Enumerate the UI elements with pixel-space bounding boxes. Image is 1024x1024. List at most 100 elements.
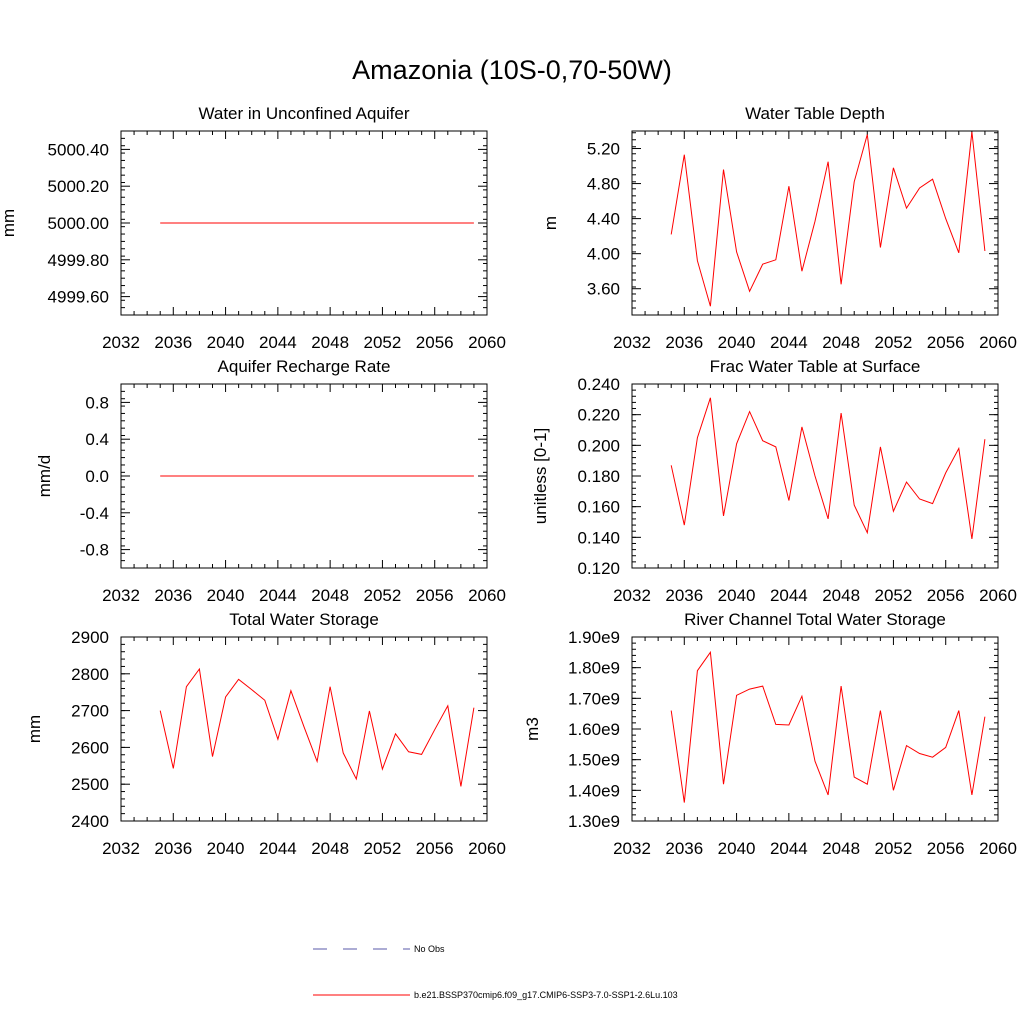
y-axis-label: mm (0, 209, 18, 237)
x-tick-label: 2052 (875, 333, 913, 352)
x-tick-label: 2060 (468, 839, 506, 858)
y-tick-label: 0.8 (85, 393, 109, 412)
x-tick-label: 2060 (979, 333, 1017, 352)
legend-label-no-obs: No Obs (414, 944, 445, 954)
y-tick-label: 4.80 (587, 175, 620, 194)
y-tick-label: -0.8 (80, 541, 109, 560)
y-axis-label: unitless [0-1] (531, 428, 550, 524)
y-tick-label: 1.50e9 (568, 751, 620, 770)
x-tick-label: 2048 (822, 839, 860, 858)
y-tick-label: 3.60 (587, 280, 620, 299)
x-tick-label: 2052 (364, 586, 402, 605)
y-tick-label: 4.00 (587, 245, 620, 264)
y-tick-label: 1.90e9 (568, 628, 620, 647)
y-tick-label: -0.4 (80, 504, 109, 523)
x-tick-label: 2036 (154, 333, 192, 352)
y-tick-label: 4999.80 (48, 251, 109, 270)
x-tick-label: 2060 (979, 839, 1017, 858)
chart-panel-3: Aquifer Recharge Rate mm/d 2032 2036 2040 204… (35, 357, 506, 605)
x-tick-label: 2036 (665, 839, 703, 858)
plot-frame (120, 636, 488, 822)
x-tick-label: 2040 (718, 586, 756, 605)
x-tick-label: 2052 (364, 333, 402, 352)
y-tick-label: 5.20 (587, 140, 620, 159)
y-tick-label: 4.40 (587, 210, 620, 229)
x-tick-label: 2040 (207, 586, 245, 605)
x-tick-label: 2052 (875, 586, 913, 605)
chart-panel-4: Frac Water Table at Surface unitless [0-1… (531, 357, 1017, 605)
y-tick-label: 2500 (71, 775, 109, 794)
x-tick-label: 2048 (311, 839, 349, 858)
x-tick-label: 2052 (875, 839, 913, 858)
legend: No Obs b.e21.BSSP370cmip6.f09_g17.CMIP6-S… (313, 944, 678, 1000)
x-tick-label: 2060 (468, 333, 506, 352)
x-tick-label: 2032 (102, 333, 140, 352)
y-tick-label: 2400 (71, 812, 109, 831)
panel-title: Water Table Depth (745, 104, 885, 123)
x-tick-label: 2044 (770, 586, 808, 605)
x-tick-label: 2048 (822, 333, 860, 352)
y-axis-label: mm (25, 715, 44, 743)
y-tick-label: 0.240 (577, 375, 620, 394)
x-tick-label: 2052 (364, 839, 402, 858)
x-tick-label: 2036 (665, 586, 703, 605)
x-tick-label: 2056 (416, 586, 454, 605)
panel-title: Water in Unconfined Aquifer (198, 104, 409, 123)
chart-panel-2: Water Table Depth m 2032 2036 2040 2044 2048 20… (541, 104, 1017, 352)
series-line (670, 131, 986, 307)
x-tick-label: 2044 (259, 333, 297, 352)
x-tick-label: 2036 (154, 586, 192, 605)
panel-title: River Channel Total Water Storage (684, 610, 946, 629)
x-tick-label: 2060 (979, 586, 1017, 605)
x-tick-label: 2040 (207, 333, 245, 352)
y-tick-label: 5000.40 (48, 140, 109, 159)
x-tick-label: 2060 (468, 586, 506, 605)
y-axis-label: m3 (523, 717, 542, 741)
x-tick-label: 2056 (927, 839, 965, 858)
y-tick-label: 2700 (71, 702, 109, 721)
y-tick-label: 0.0 (85, 467, 109, 486)
x-tick-label: 2044 (259, 586, 297, 605)
y-tick-label: 2900 (71, 628, 109, 647)
x-tick-label: 2056 (927, 586, 965, 605)
chart-panel-6: River Channel Total Water Storage m3 2032 2… (523, 610, 1017, 858)
legend-label-model: b.e21.BSSP370cmip6.f09_g17.CMIP6-SSP3-7.… (414, 990, 678, 1000)
y-tick-label: 0.220 (577, 406, 620, 425)
chart-panel-1: Water in Unconfined Aquifer mm 2032 2036 204… (0, 104, 506, 352)
y-axis-label: m (541, 216, 560, 230)
y-tick-label: 0.120 (577, 559, 620, 578)
y-tick-label: 1.80e9 (568, 659, 620, 678)
x-tick-label: 2044 (770, 839, 808, 858)
y-tick-label: 5000.20 (48, 177, 109, 196)
plot-frame (631, 636, 999, 822)
y-tick-label: 0.160 (577, 498, 620, 517)
chart-panel-5: Total Water Storage mm 2032 2036 2040 2044 204… (25, 610, 506, 858)
y-tick-label: 1.70e9 (568, 689, 620, 708)
x-tick-label: 2032 (613, 586, 651, 605)
y-tick-label: 4999.60 (48, 288, 109, 307)
x-tick-label: 2032 (613, 333, 651, 352)
x-tick-label: 2044 (770, 333, 808, 352)
x-tick-label: 2048 (311, 333, 349, 352)
series-line (670, 397, 986, 539)
y-tick-label: 0.4 (85, 430, 109, 449)
panel-title: Total Water Storage (229, 610, 379, 629)
x-tick-label: 2056 (927, 333, 965, 352)
series-line (670, 650, 986, 803)
x-tick-label: 2040 (207, 839, 245, 858)
panel-title: Frac Water Table at Surface (710, 357, 921, 376)
x-tick-label: 2048 (311, 586, 349, 605)
x-tick-label: 2032 (102, 839, 140, 858)
y-tick-label: 2600 (71, 738, 109, 757)
x-tick-label: 2032 (613, 839, 651, 858)
x-tick-label: 2056 (416, 839, 454, 858)
x-tick-label: 2040 (718, 839, 756, 858)
series-line (159, 667, 475, 787)
y-tick-label: 0.180 (577, 467, 620, 486)
y-tick-label: 1.30e9 (568, 812, 620, 831)
y-tick-label: 1.40e9 (568, 781, 620, 800)
panel-title: Aquifer Recharge Rate (218, 357, 391, 376)
x-tick-label: 2032 (102, 586, 140, 605)
y-tick-label: 1.60e9 (568, 720, 620, 739)
